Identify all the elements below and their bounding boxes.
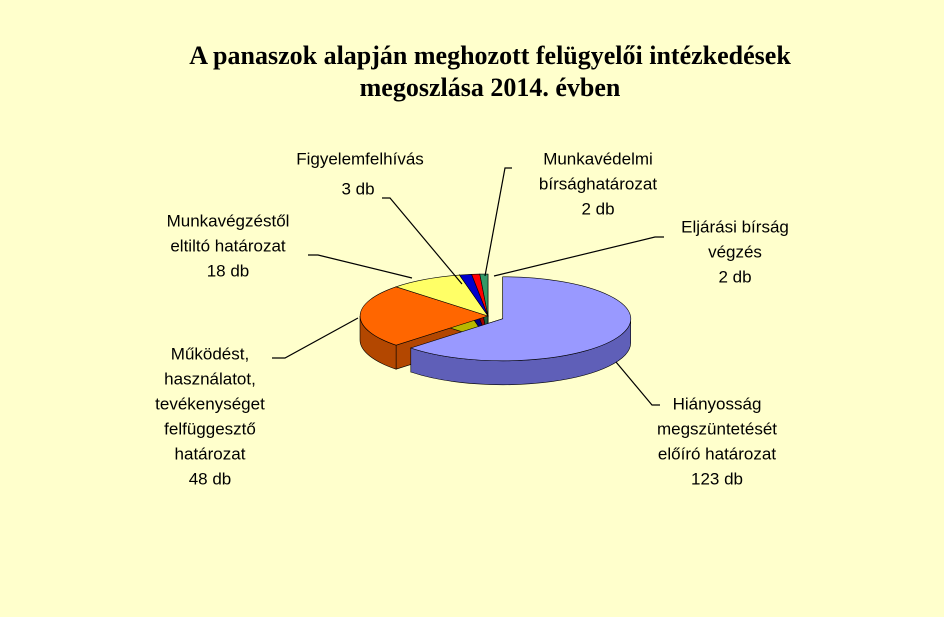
slice	[409, 276, 632, 362]
data-label-name: előíró határozat	[658, 444, 776, 463]
leader-line	[272, 317, 359, 359]
data-label-name: Működést,	[171, 344, 249, 363]
leader-line	[615, 361, 660, 406]
leader-line	[484, 167, 512, 277]
data-label-name: bírsághatározat	[539, 174, 657, 193]
pie	[359, 273, 632, 386]
data-label-name: Munkavédelmi	[543, 149, 653, 168]
data-label-name: felfüggesztő	[164, 419, 256, 438]
chart-title: A panaszok alapján meghozott felügyelői …	[189, 41, 791, 70]
leader-line	[382, 197, 463, 285]
data-label-value: 2 db	[581, 199, 614, 218]
data-label-value: 18 db	[207, 261, 250, 280]
data-label-name: tevékenységet	[155, 394, 265, 413]
leader-line	[308, 254, 413, 279]
data-label-name: Munkavégzéstől	[167, 211, 290, 230]
data-label-name: Hiányosság	[673, 394, 762, 413]
data-label-value: 2 db	[718, 267, 751, 286]
data-label-value: 123 db	[691, 469, 743, 488]
slice	[359, 286, 489, 346]
chart-title: megoszlása 2014. évben	[360, 73, 621, 102]
data-label-name: megszüntetését	[657, 419, 777, 438]
data-label-name: Figyelemfelhívás	[296, 149, 424, 168]
data-label-name: eltiltó határozat	[170, 236, 286, 255]
leader-line	[493, 236, 664, 277]
data-label-name: Eljárási bírság	[681, 217, 789, 236]
data-label-name: végzés	[708, 242, 762, 261]
data-label-name: használatot,	[164, 369, 256, 388]
data-label-name: határozat	[175, 444, 246, 463]
data-label-value: 48 db	[189, 469, 232, 488]
slice	[479, 273, 489, 317]
data-label-value: 3 db	[341, 179, 374, 198]
